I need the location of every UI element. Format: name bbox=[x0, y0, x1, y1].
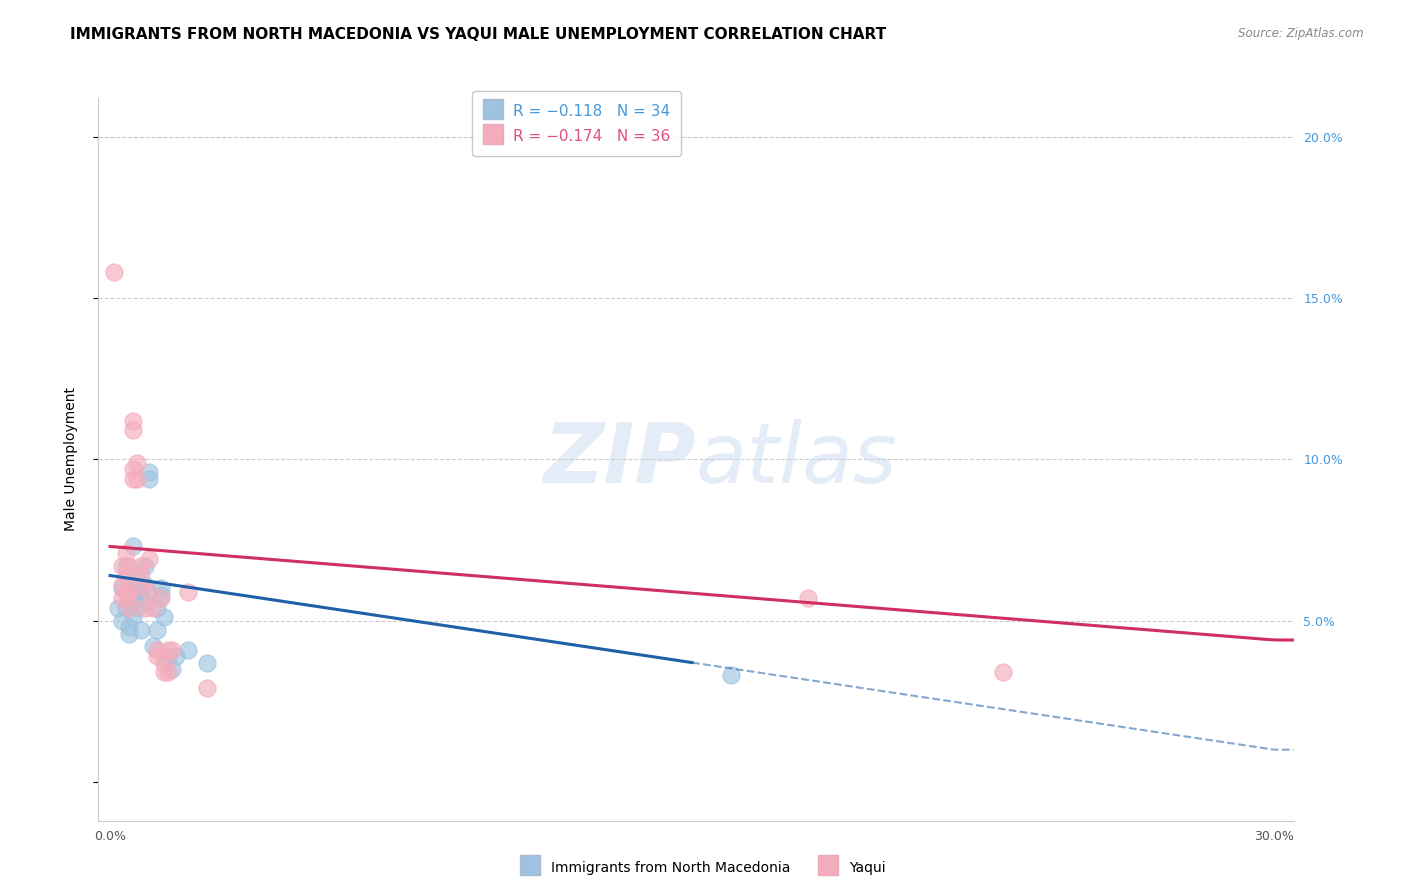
Point bbox=[118, 626, 141, 640]
Point bbox=[134, 578, 156, 592]
Point bbox=[111, 614, 134, 628]
Point bbox=[122, 414, 145, 428]
Point bbox=[122, 423, 145, 437]
Point bbox=[157, 642, 180, 657]
Point bbox=[160, 662, 183, 676]
Point bbox=[122, 462, 145, 476]
Point bbox=[118, 558, 141, 573]
Point bbox=[157, 649, 180, 664]
Point bbox=[160, 642, 183, 657]
Point bbox=[195, 681, 218, 696]
Text: IMMIGRANTS FROM NORTH MACEDONIA VS YAQUI MALE UNEMPLOYMENT CORRELATION CHART: IMMIGRANTS FROM NORTH MACEDONIA VS YAQUI… bbox=[70, 27, 886, 42]
Point bbox=[138, 472, 160, 486]
Point bbox=[134, 558, 156, 573]
Point bbox=[138, 584, 160, 599]
Point bbox=[145, 600, 167, 615]
Point bbox=[129, 624, 152, 638]
Point bbox=[114, 546, 136, 560]
Point bbox=[165, 649, 187, 664]
Point bbox=[127, 584, 149, 599]
Legend: R = −0.118   N = 34, R = −0.174   N = 36: R = −0.118 N = 34, R = −0.174 N = 36 bbox=[472, 91, 681, 155]
Point bbox=[134, 600, 156, 615]
Point bbox=[129, 558, 152, 573]
Point bbox=[127, 456, 149, 470]
Point bbox=[129, 568, 152, 582]
Point bbox=[127, 472, 149, 486]
Point bbox=[129, 578, 152, 592]
Point bbox=[111, 558, 134, 573]
Point bbox=[138, 552, 160, 566]
Point bbox=[114, 568, 136, 582]
Point bbox=[145, 642, 167, 657]
Point bbox=[138, 465, 160, 479]
Point bbox=[129, 591, 152, 605]
Point bbox=[176, 642, 198, 657]
Point bbox=[142, 600, 165, 615]
Text: atlas: atlas bbox=[696, 419, 897, 500]
Point bbox=[111, 578, 134, 592]
Y-axis label: Male Unemployment: Male Unemployment bbox=[63, 387, 77, 532]
Point bbox=[118, 620, 141, 634]
Point bbox=[114, 584, 136, 599]
Point bbox=[122, 540, 145, 554]
Point bbox=[797, 591, 820, 605]
Point bbox=[114, 600, 136, 615]
Point bbox=[111, 591, 134, 605]
Point bbox=[142, 640, 165, 654]
Point bbox=[114, 558, 136, 573]
Point bbox=[118, 594, 141, 608]
Point bbox=[153, 656, 176, 670]
Point bbox=[157, 665, 180, 680]
Point bbox=[118, 600, 141, 615]
Point bbox=[149, 591, 172, 605]
Text: ZIP: ZIP bbox=[543, 419, 696, 500]
Point bbox=[145, 649, 167, 664]
Point bbox=[103, 265, 125, 279]
Point bbox=[149, 588, 172, 602]
Point bbox=[107, 600, 129, 615]
Legend: Immigrants from North Macedonia, Yaqui: Immigrants from North Macedonia, Yaqui bbox=[515, 854, 891, 880]
Point bbox=[118, 591, 141, 605]
Text: Source: ZipAtlas.com: Source: ZipAtlas.com bbox=[1239, 27, 1364, 40]
Point bbox=[122, 610, 145, 624]
Point bbox=[149, 582, 172, 596]
Point bbox=[153, 665, 176, 680]
Point bbox=[991, 665, 1014, 680]
Point bbox=[153, 610, 176, 624]
Point bbox=[122, 472, 145, 486]
Point bbox=[127, 600, 149, 615]
Point bbox=[122, 584, 145, 599]
Point bbox=[176, 584, 198, 599]
Point bbox=[127, 572, 149, 586]
Point bbox=[111, 582, 134, 596]
Point bbox=[118, 584, 141, 599]
Point bbox=[145, 624, 167, 638]
Point bbox=[195, 656, 218, 670]
Point bbox=[720, 668, 742, 682]
Point bbox=[134, 594, 156, 608]
Point bbox=[122, 588, 145, 602]
